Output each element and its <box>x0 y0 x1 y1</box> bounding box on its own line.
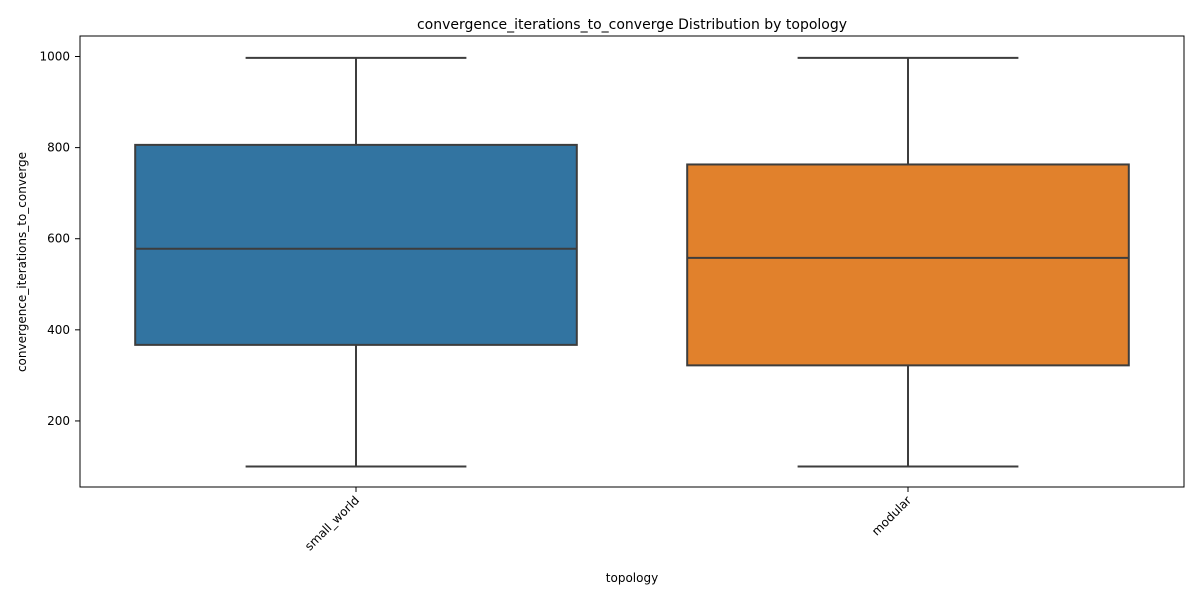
y-tick-label: 800 <box>47 141 70 155</box>
y-tick-label: 600 <box>47 232 70 246</box>
y-tick-label: 1000 <box>39 50 70 64</box>
y-axis: 200 400 600 800 1000 <box>39 50 80 428</box>
box-modular <box>686 56 1130 468</box>
plot-frame <box>79 35 1185 488</box>
y-axis-label: convergence_iterations_to_converge <box>15 152 29 372</box>
iqr-box <box>686 163 1130 367</box>
chart-title: convergence_iterations_to_converge Distr… <box>417 17 847 33</box>
box-small_world <box>134 56 578 468</box>
y-tick-label: 400 <box>47 323 70 337</box>
plot-area <box>134 56 1130 468</box>
x-tick-label: modular <box>869 493 914 538</box>
iqr-box <box>134 143 578 346</box>
x-tick-label: small_world <box>302 493 362 553</box>
x-axis: small_world modular <box>302 487 914 553</box>
x-axis-label: topology <box>606 571 658 585</box>
y-tick-label: 200 <box>47 414 70 428</box>
